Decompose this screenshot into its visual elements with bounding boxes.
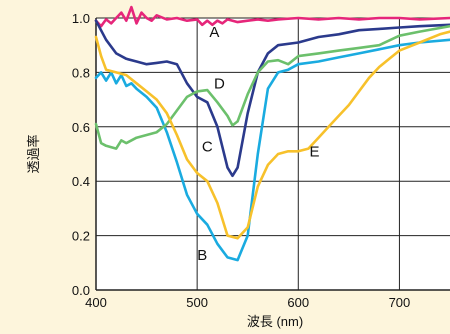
series-label-E: E [309,144,319,161]
series-line-B [94,38,450,262]
series-lines [94,5,450,262]
y-tick-label: 0.6 [72,120,90,135]
x-axis-title: 波長 (nm) [247,314,303,329]
series-label-C: C [202,138,213,155]
series-labels: A B C D E [197,24,319,264]
y-tick-label: 0.8 [72,65,90,80]
y-tick-labels: 0.0 0.2 0.4 0.6 0.8 1.0 [72,11,90,298]
y-axis-title: 透過率 [26,134,41,173]
x-tick-label: 500 [186,295,208,310]
y-tick-label: 0.4 [72,174,90,189]
y-tick-label: 0.2 [72,229,90,244]
series-label-A: A [209,24,219,41]
x-tick-label: 600 [287,295,309,310]
series-line-E [94,30,450,240]
plot-area [96,18,450,290]
x-tick-label: 400 [85,295,107,310]
x-tick-label: 700 [389,295,411,310]
series-line-A [94,5,450,28]
y-tick-label: 0.0 [72,283,90,298]
series-line-D [94,24,450,150]
x-tick-labels: 400 500 600 700 [85,295,410,310]
series-line-C [94,19,450,178]
series-label-D: D [214,76,225,93]
series-label-B: B [197,247,207,264]
y-tick-label: 1.0 [72,11,90,26]
